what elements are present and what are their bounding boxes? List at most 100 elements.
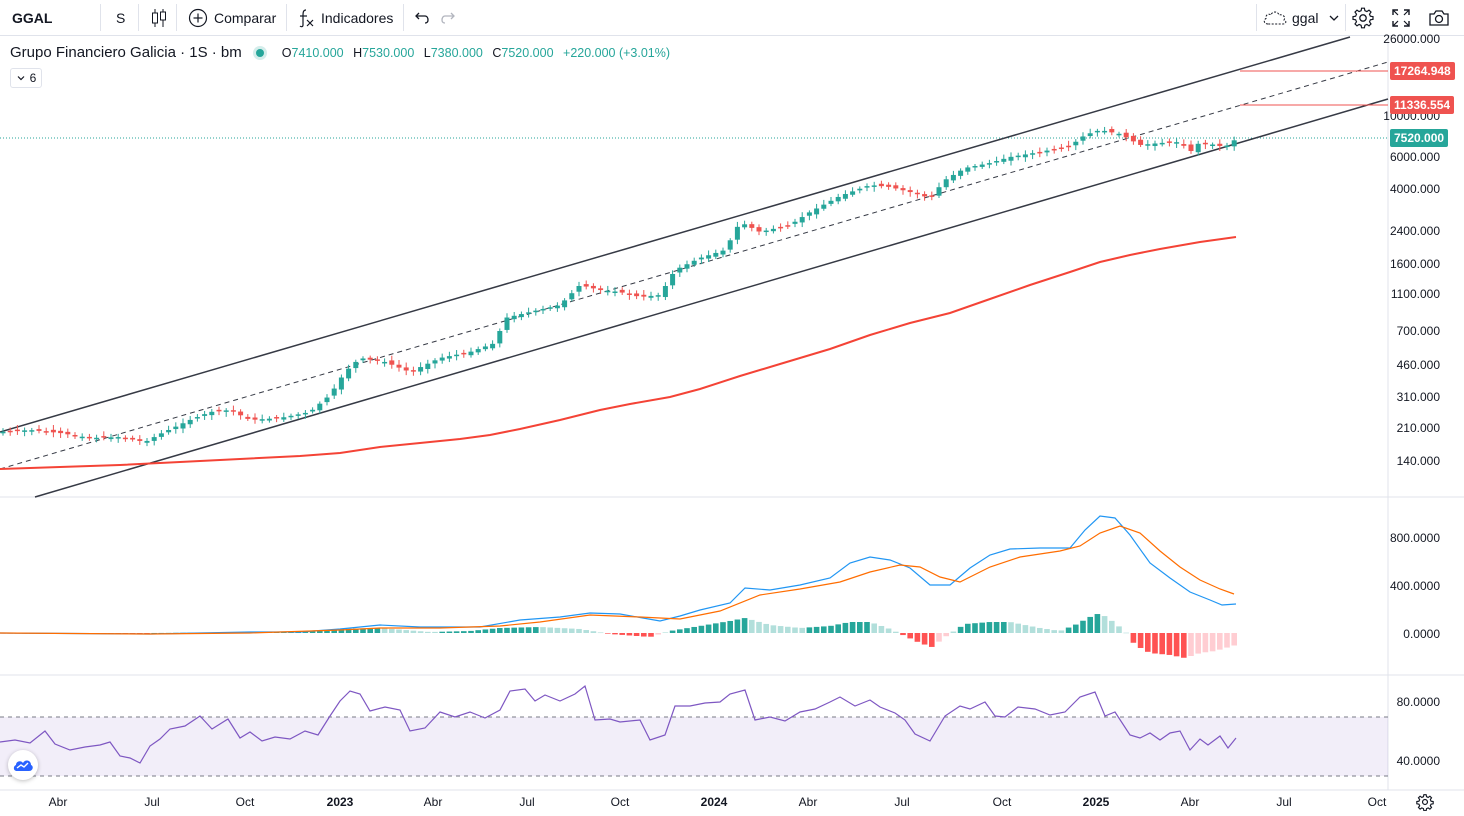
price-tick: 1100.000 <box>1390 287 1440 301</box>
macd-histogram-bar <box>482 629 489 633</box>
candle-body <box>727 240 733 250</box>
candle-body <box>1188 144 1194 151</box>
price-tick: 310.000 <box>1396 390 1440 404</box>
candle-body <box>367 357 373 360</box>
function-icon <box>299 8 314 27</box>
toolbar-divider <box>286 4 287 31</box>
macd-histogram-bar <box>662 632 669 633</box>
macd-histogram-bar <box>468 630 474 633</box>
candle-body <box>173 426 179 430</box>
macd-histogram-bar <box>1137 633 1144 648</box>
settings-button[interactable] <box>1352 0 1374 35</box>
last-price-tag[interactable]: 7520.000 <box>1390 129 1449 147</box>
candle-body <box>194 417 200 419</box>
macd-histogram-bar <box>597 632 604 634</box>
rsi-tick: 40.0000 <box>1396 754 1440 768</box>
macd-histogram-bar <box>626 633 633 636</box>
snapshot-button[interactable] <box>1428 0 1450 35</box>
macd-histogram-bar <box>612 633 618 635</box>
candle-body <box>36 429 42 431</box>
candle-body <box>425 363 431 370</box>
macd-histogram-bar <box>590 631 597 633</box>
candle-body <box>1008 156 1014 161</box>
macd-histogram-bar <box>986 622 993 633</box>
candle-body <box>979 164 985 167</box>
indicators-collapse-button[interactable]: 6 <box>10 68 42 88</box>
change-value: +220.000 (+3.01%) <box>563 45 671 60</box>
candle-body <box>770 228 776 232</box>
chart-type-button[interactable] <box>150 0 168 35</box>
macd-histogram-bar <box>1231 633 1237 646</box>
macd-histogram-bar <box>684 628 690 633</box>
candle-body <box>756 227 762 232</box>
candle-body <box>130 437 136 440</box>
macd-histogram-bar <box>1015 623 1021 633</box>
undo-button[interactable] <box>412 0 430 35</box>
symbol-search-button[interactable]: GGAL <box>12 0 52 35</box>
macd-histogram-bar <box>1109 620 1115 633</box>
macd-histogram-bar <box>828 625 834 633</box>
candle-body <box>886 184 892 187</box>
candle-body <box>1152 143 1158 147</box>
price-tick: 4000.000 <box>1389 182 1440 196</box>
channel-lower-line[interactable] <box>34 98 1389 498</box>
target-price-tag-upper[interactable]: 17264.948 <box>1390 62 1455 80</box>
candle-body <box>936 187 942 196</box>
compare-button[interactable]: Comparar <box>188 0 276 35</box>
macd-histogram-bar <box>525 627 532 633</box>
time-tick: Jul <box>144 795 160 809</box>
indicators-button[interactable]: Indicadores <box>297 0 393 35</box>
macd-histogram-bar <box>777 626 784 633</box>
macd-histogram-bar <box>410 630 417 633</box>
macd-histogram-bar <box>900 633 906 636</box>
symbol-title[interactable]: Grupo Financiero Galicia · 1S · bm <box>10 44 242 61</box>
macd-histogram-bar <box>770 625 777 633</box>
macd-histogram-bar <box>1058 630 1065 633</box>
candle-body <box>432 360 438 364</box>
fullscreen-button[interactable] <box>1391 0 1411 35</box>
redo-button[interactable] <box>440 0 458 35</box>
candle-body <box>1044 150 1050 153</box>
candle-body <box>101 436 107 438</box>
time-tick: Abr <box>798 795 818 809</box>
candle-body <box>446 356 452 359</box>
candle-body <box>785 225 791 227</box>
macd-histogram-bar <box>756 621 762 633</box>
candle-body <box>454 354 460 357</box>
candle-body <box>108 437 114 440</box>
target-price-tag-mid[interactable]: 11336.554 <box>1390 96 1455 114</box>
macd-histogram-bar <box>1195 633 1201 654</box>
candle-body <box>1037 151 1043 154</box>
interval-label: S <box>116 9 126 26</box>
macd-histogram-bar <box>993 622 1000 633</box>
candlestick-series[interactable] <box>0 126 1237 447</box>
macd-histogram-bar <box>655 633 661 635</box>
macd-histogram-bar <box>1217 633 1223 650</box>
macd-histogram-bar <box>151 632 157 634</box>
candle-body <box>670 274 676 286</box>
candle-body <box>533 310 539 313</box>
time-axis-settings-button[interactable] <box>1416 793 1434 816</box>
macd-tick: 400.0000 <box>1389 579 1440 593</box>
candle-body <box>814 208 820 215</box>
candle-body <box>1058 147 1064 150</box>
candle-body <box>1094 130 1100 133</box>
layout-button[interactable]: ggal <box>1262 0 1342 35</box>
macd-histogram-bar <box>749 619 755 633</box>
macd-histogram-bar <box>727 620 733 633</box>
macd-histogram-bar <box>821 626 827 633</box>
moving-average-line[interactable] <box>0 236 1237 470</box>
tradingview-logo-button[interactable] <box>8 750 38 780</box>
candle-body <box>605 290 611 293</box>
candle-body <box>1022 154 1028 158</box>
channel-upper-line[interactable] <box>0 36 1351 433</box>
macd-histogram-bar <box>302 631 309 633</box>
macd-histogram-bar <box>1145 633 1151 652</box>
macd-histogram-bar <box>331 629 337 633</box>
candle-body <box>439 357 445 361</box>
candle-body <box>144 440 150 443</box>
candle-body <box>648 295 654 298</box>
candle-body <box>1174 142 1180 144</box>
interval-button[interactable]: S <box>116 0 125 35</box>
